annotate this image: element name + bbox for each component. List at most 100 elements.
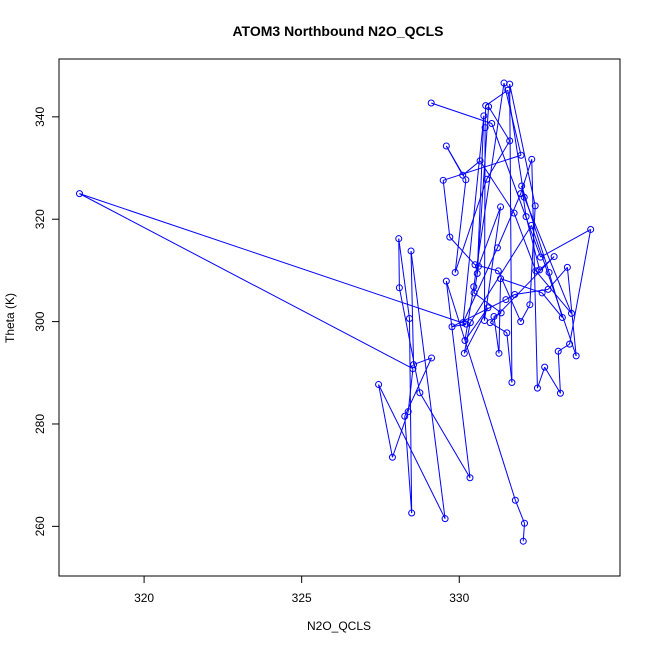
data-point <box>490 312 498 320</box>
data-point <box>554 347 562 355</box>
data-point <box>493 244 501 252</box>
data-point <box>416 389 424 397</box>
data-point <box>526 301 534 309</box>
chart-title: ATOM3 Northbound N2O_QCLS <box>232 23 443 39</box>
y-tick-label: 260 <box>33 516 47 536</box>
series-segment <box>544 366 561 394</box>
series-points <box>75 79 595 545</box>
data-point <box>521 519 529 527</box>
plot-frame <box>58 58 621 577</box>
series-segment <box>445 281 471 478</box>
series-segment <box>569 229 592 345</box>
series-segment <box>443 154 522 181</box>
series-segment <box>79 193 414 370</box>
series-segment <box>506 332 513 383</box>
y-tick-label: 280 <box>33 414 47 434</box>
data-point <box>460 349 468 357</box>
data-point <box>556 389 564 397</box>
data-point <box>550 253 558 261</box>
series-segment <box>404 357 432 417</box>
data-point <box>508 379 516 387</box>
series-segment <box>503 82 522 156</box>
series-segment <box>410 250 446 519</box>
series-segment <box>451 323 467 328</box>
series-segment <box>540 229 591 258</box>
series-segment <box>445 281 516 501</box>
series-segment <box>378 384 446 519</box>
data-point <box>409 365 417 373</box>
data-point <box>517 190 525 198</box>
series-segment <box>489 256 555 323</box>
data-point <box>545 268 553 276</box>
data-point <box>375 381 383 389</box>
data-point <box>541 363 549 371</box>
series-segment <box>408 318 413 514</box>
series-segment <box>398 287 421 393</box>
data-point <box>395 284 403 292</box>
data-point <box>520 193 528 201</box>
series-segment <box>488 106 511 142</box>
data-point <box>466 319 474 327</box>
data-point <box>388 453 396 461</box>
data-point <box>483 175 491 183</box>
series-segment <box>449 236 476 266</box>
data-point <box>461 337 469 345</box>
data-point <box>532 267 540 275</box>
series-segment <box>483 127 486 321</box>
data-point <box>517 151 525 159</box>
series-segment <box>557 343 570 352</box>
data-point <box>442 142 450 150</box>
series-segment <box>557 351 561 394</box>
series-segment <box>476 115 485 274</box>
series-lines <box>79 82 592 542</box>
series-segment <box>507 90 525 198</box>
data-point <box>442 277 450 285</box>
data-point <box>518 182 526 190</box>
series-segment <box>378 384 393 458</box>
data-point <box>459 171 467 179</box>
data-point <box>522 213 530 221</box>
data-point <box>503 329 511 337</box>
data-point <box>451 268 459 276</box>
data-point <box>427 99 435 107</box>
series-segment <box>442 180 451 238</box>
data-point <box>517 318 525 326</box>
data-point <box>536 266 544 274</box>
series-segment <box>419 392 471 478</box>
data-point <box>538 289 546 297</box>
series-segment <box>410 250 415 365</box>
data-point <box>481 124 489 132</box>
data-point <box>484 304 492 312</box>
series-segment <box>463 307 489 354</box>
data-point <box>527 221 535 229</box>
data-point <box>563 263 571 271</box>
data-point <box>587 225 595 233</box>
series-segment <box>404 416 413 514</box>
data-point <box>405 315 413 323</box>
series-segment <box>431 102 492 124</box>
data-point <box>441 515 449 523</box>
y-tick-label: 320 <box>33 209 47 229</box>
data-point <box>462 320 470 328</box>
y-tick-label: 300 <box>33 311 47 331</box>
data-point <box>466 474 474 482</box>
data-point <box>531 202 539 210</box>
data-point <box>502 296 510 304</box>
data-point <box>410 361 418 369</box>
data-point <box>511 290 519 298</box>
data-point <box>510 209 518 217</box>
data-point <box>395 235 403 243</box>
series-segment <box>535 270 572 314</box>
series-segment <box>483 206 502 321</box>
series-segment <box>509 83 536 207</box>
series-segment <box>398 238 400 288</box>
data-point <box>567 309 575 317</box>
series-segment <box>529 205 536 305</box>
data-point <box>439 176 447 184</box>
data-point <box>480 112 488 120</box>
data-point <box>528 155 536 163</box>
series-segment <box>509 84 513 383</box>
data-point <box>473 269 481 277</box>
data-point <box>474 262 482 270</box>
